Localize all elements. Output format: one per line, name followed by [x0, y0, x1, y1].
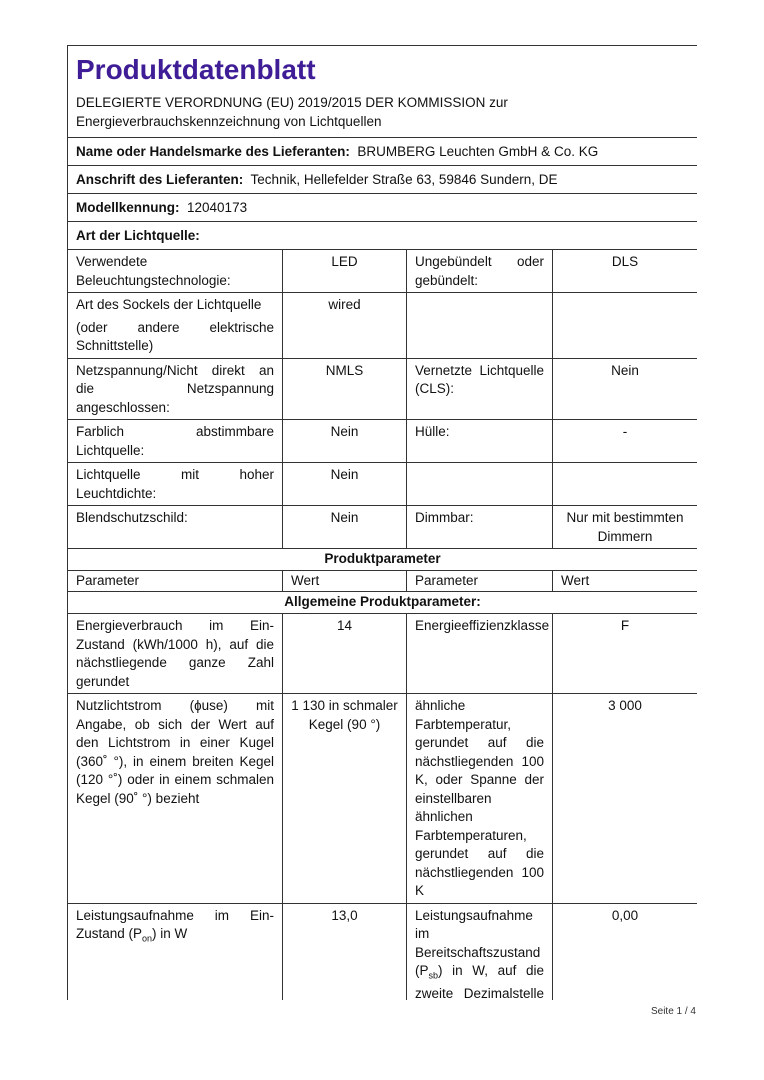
- document-subtitle: DELEGIERTE VERORDNUNG (EU) 2019/2015 DER…: [76, 95, 508, 129]
- table-row: Lichtquelle mit hoher Leuchtdichte: Nein: [67, 462, 697, 506]
- table-row: Leistungsaufnahme im Ein-Zustand (Pon) i…: [67, 902, 697, 1000]
- cell-text: ) in W, auf die zweite Dezimalstelle ger…: [415, 963, 544, 1000]
- table-row: Energieverbrauch im Ein-Zustand (kWh/100…: [67, 613, 697, 694]
- label-cell: Energieeffizienzklasse: [406, 613, 553, 694]
- cell-paragraph: Art des Sockels der Lichtquelle: [76, 297, 262, 312]
- label-cell: Vernetzte Lichtquelle (CLS):: [406, 357, 553, 420]
- cell-text: Leistungsaufnahme im Bereitschaftszustan…: [415, 907, 541, 979]
- section-title: Art der Lichtquelle:: [67, 221, 697, 250]
- datasheet-table: Produktdatenblatt DELEGIERTE VERORDNUNG (…: [67, 45, 697, 1000]
- table-row: Produktdatenblatt DELEGIERTE VERORDNUNG (…: [67, 45, 697, 138]
- info-value: 12040173: [187, 199, 248, 215]
- table-row: Farblich abstimmbare Lichtquelle: Nein Hül…: [67, 419, 697, 463]
- column-header: Parameter: [67, 569, 283, 592]
- label-cell: Lichtquelle mit hoher Leuchtdichte:: [67, 462, 283, 506]
- label-cell: Dimmbar:: [406, 505, 553, 549]
- value-cell: 0,00: [551, 902, 697, 1000]
- value-cell: F: [551, 613, 697, 694]
- info-cell: Modellkennung: 12040173: [67, 193, 697, 222]
- info-value: Technik, Hellefelder Straße 63, 59846 Su…: [250, 171, 558, 187]
- label-cell: Farblich abstimmbare Lichtquelle:: [67, 419, 283, 463]
- cell-subscript: sb: [428, 970, 439, 981]
- label-cell: [406, 292, 553, 359]
- value-cell: -: [551, 419, 697, 463]
- value-cell: [551, 292, 697, 359]
- label-cell: Art des Sockels der Lichtquelle (oder and…: [67, 292, 283, 359]
- label-cell: Leistungsaufnahme im Bereitschaftszustan…: [406, 902, 553, 1000]
- value-cell: wired: [282, 292, 407, 359]
- value-cell: Nein: [551, 357, 697, 420]
- value-cell: DLS: [551, 249, 697, 293]
- cell-paragraph: (oder andere elektrische Schnittstelle): [76, 319, 274, 354]
- value-cell: 13,0: [282, 902, 407, 1000]
- table-row: Verwendete Beleuchtungstechnologie: LED Un…: [67, 249, 697, 293]
- value-cell: [551, 462, 697, 506]
- info-value: BRUMBERG Leuchten GmbH & Co. KG: [357, 143, 599, 159]
- datasheet: Produktdatenblatt DELEGIERTE VERORDNUNG (…: [67, 45, 697, 1000]
- label-cell: [406, 462, 553, 506]
- table-row: Art der Lichtquelle:: [67, 221, 697, 250]
- column-header: Wert: [282, 569, 407, 592]
- label-cell: Leistungsaufnahme im Ein-Zustand (Pon) i…: [67, 902, 283, 1000]
- value-cell: 1 130 in schmaler Kegel (90 °): [282, 693, 407, 904]
- value-cell: Nein: [282, 419, 407, 463]
- header-cell: Produktdatenblatt DELEGIERTE VERORDNUNG (…: [67, 45, 697, 138]
- table-row: Nutzlichtstrom (ɸuse) mit Angabe, ob sic…: [67, 693, 697, 904]
- value-cell: LED: [282, 249, 407, 293]
- page-footer: Seite 1 / 4: [650, 1006, 696, 1017]
- column-header: Wert: [551, 569, 697, 592]
- info-label: Anschrift des Lieferanten:: [76, 171, 244, 187]
- label-cell: Ungebündelt oder gebündelt:: [406, 249, 553, 293]
- label-cell: Hülle:: [406, 419, 553, 463]
- table-row: Parameter Wert Parameter Wert: [67, 569, 697, 592]
- cell-text: Leistungsaufnahme im Ein-Zustand (P: [76, 907, 274, 942]
- section-title: Produktparameter: [67, 548, 697, 571]
- value-cell: NMLS: [282, 357, 407, 420]
- info-cell: Name oder Handelsmarke des Lieferanten: …: [67, 137, 697, 166]
- label-cell: Nutzlichtstrom (ɸuse) mit Angabe, ob sic…: [67, 693, 283, 904]
- table-row: Modellkennung: 12040173: [67, 193, 697, 222]
- column-header: Parameter: [406, 569, 553, 592]
- value-cell: 14: [282, 613, 407, 694]
- cell-subscript: on: [142, 933, 153, 944]
- info-label: Name oder Handelsmarke des Lieferanten:: [76, 143, 350, 159]
- value-cell: 3 000: [551, 693, 697, 904]
- value-cell: Nein: [282, 505, 407, 549]
- label-cell: ähnliche Farbtemperatur, gerundet auf di…: [406, 693, 553, 904]
- label-cell: Energieverbrauch im Ein-Zustand (kWh/100…: [67, 613, 283, 694]
- value-cell: Nur mit bestimmten Dimmern: [551, 505, 697, 549]
- info-label: Modellkennung:: [76, 199, 180, 215]
- table-row: Name oder Handelsmarke des Lieferanten: …: [67, 137, 697, 166]
- section-title: Allgemeine Produktparameter:: [67, 591, 697, 614]
- document-title: Produktdatenblatt: [76, 54, 316, 85]
- info-cell: Anschrift des Lieferanten: Technik, Hell…: [67, 165, 697, 194]
- table-row: Produktparameter: [67, 548, 697, 571]
- value-cell: Nein: [282, 462, 407, 506]
- label-cell: Blendschutzschild:: [67, 505, 283, 549]
- table-row: Art des Sockels der Lichtquelle (oder and…: [67, 292, 697, 359]
- table-row: Allgemeine Produktparameter:: [67, 591, 697, 614]
- table-row: Blendschutzschild: Nein Dimmbar: Nur mit be…: [67, 505, 697, 549]
- cell-text: ) in W: [152, 926, 188, 941]
- table-row: Netzspannung/Nicht direkt an die Netzspa…: [67, 357, 697, 420]
- label-cell: Netzspannung/Nicht direkt an die Netzspa…: [67, 357, 283, 420]
- table-row: Anschrift des Lieferanten: Technik, Hell…: [67, 165, 697, 194]
- label-cell: Verwendete Beleuchtungstechnologie:: [67, 249, 283, 293]
